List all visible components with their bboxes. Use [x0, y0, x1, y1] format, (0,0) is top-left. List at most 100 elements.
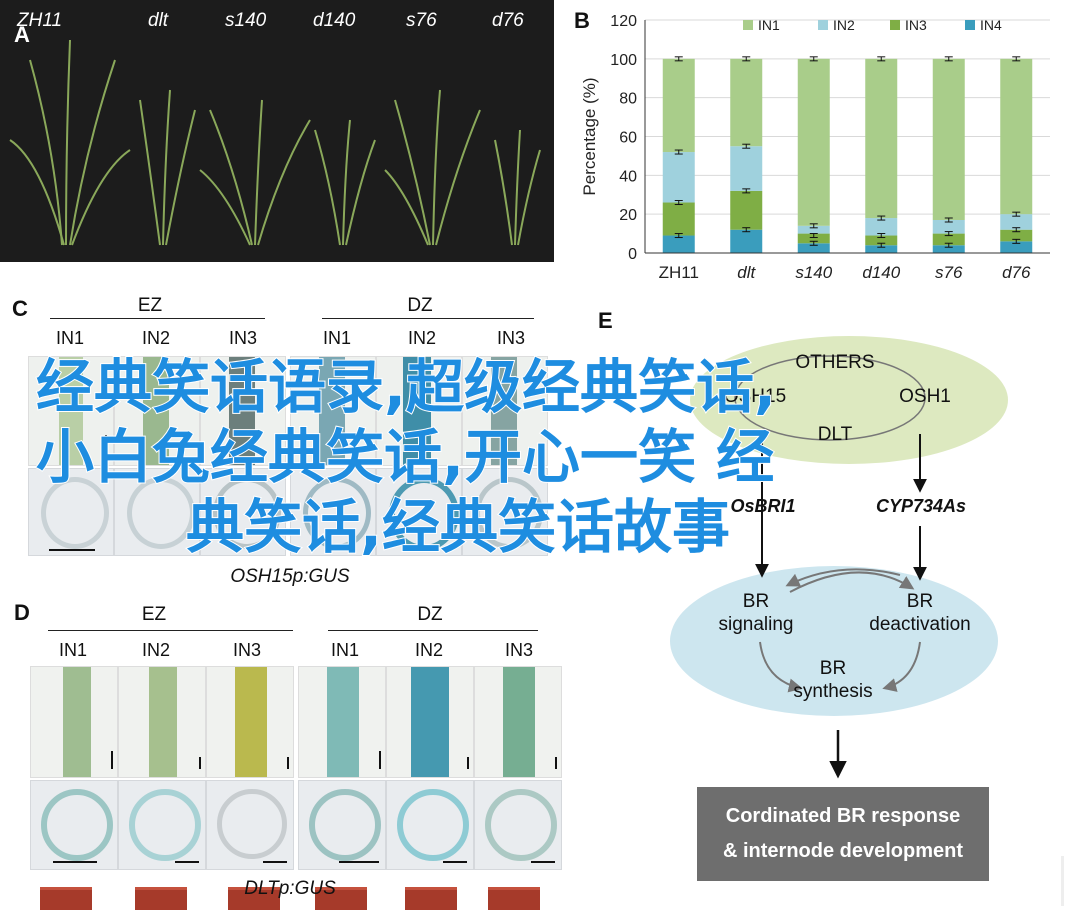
bar-segment — [730, 229, 763, 253]
group-line — [322, 318, 534, 319]
stem-image — [376, 356, 462, 466]
br-signaling-node: BR signaling — [696, 591, 816, 637]
panel-d-caption: DLTp:GUS — [244, 878, 336, 899]
bar-segment — [1000, 241, 1033, 253]
bar-segment — [932, 245, 965, 253]
stem-image — [386, 666, 474, 778]
internode-label: IN2 — [141, 640, 170, 660]
panel-letter-c: C — [12, 296, 28, 321]
genotype-label: d140 — [313, 10, 356, 31]
group-label-ez: EZ — [141, 604, 167, 625]
internode-label: IN2 — [407, 328, 436, 348]
cross-section-image — [30, 780, 118, 870]
bar-segment — [730, 146, 763, 191]
cross-section-image — [462, 468, 548, 556]
panel-c-caption: OSH15p:GUS — [230, 566, 350, 587]
x-tick-label: dlt — [737, 263, 756, 282]
bar-segment — [662, 152, 695, 203]
bar-segment — [797, 233, 830, 244]
group-line — [328, 630, 538, 631]
overlay-line: 小白兔经典笑话,开心一笑 经 — [35, 422, 775, 492]
x-tick-label: s140 — [795, 263, 832, 282]
osh1-label: OSH1 — [899, 386, 951, 407]
stem-image — [200, 356, 286, 466]
stem-image — [28, 356, 114, 466]
y-axis-label: Percentage (%) — [580, 77, 599, 195]
stem-image — [290, 356, 376, 466]
panel-letter-a: A — [14, 22, 30, 47]
cyp734as-label: CYP734As — [875, 496, 967, 516]
bar-segment — [662, 235, 695, 253]
internode-label: IN1 — [330, 640, 359, 660]
y-tick-label: 40 — [619, 168, 637, 185]
group-line — [50, 318, 265, 319]
panel-letter-e: E — [598, 308, 613, 333]
br-homeostasis-ellipse — [670, 566, 998, 716]
x-tick-label: d76 — [1002, 263, 1031, 282]
bar-segment — [662, 202, 695, 236]
internode-label: IN2 — [141, 328, 170, 348]
cross-section-image — [376, 468, 462, 556]
synthesis-label: synthesis — [793, 680, 873, 702]
deactivation-label: deactivation — [869, 613, 971, 635]
osbri1-label: OsBRI1 — [730, 496, 796, 516]
x-tick-label: d140 — [862, 263, 900, 282]
genotype-label: ZH11 — [17, 10, 63, 31]
osh15-label: OSH15 — [723, 386, 787, 407]
cross-section-image — [298, 780, 386, 870]
stem-image — [474, 666, 562, 778]
signaling-label: signaling — [718, 613, 794, 635]
internode-label: IN1 — [55, 328, 84, 348]
cross-section-image — [474, 780, 562, 870]
dlt-label: DLT — [817, 424, 853, 445]
legend-swatch — [743, 20, 753, 30]
response-line-1: Cordinated BR response — [725, 805, 961, 827]
br-label: BR — [742, 591, 770, 612]
legend-label: IN4 — [980, 17, 1002, 33]
others-label: OTHERS — [795, 352, 875, 373]
genotype-label: s140 — [225, 10, 267, 31]
bar-segment — [932, 58, 965, 220]
cross-section-image — [28, 468, 114, 556]
legend-label: IN3 — [905, 17, 927, 33]
bar-segment — [730, 190, 763, 230]
bar-segment — [1000, 214, 1033, 230]
y-tick-label: 60 — [619, 130, 637, 147]
br-label: BR — [819, 658, 847, 679]
stem-image — [206, 666, 294, 778]
rice-plants-illustration — [9, 39, 541, 246]
cross-section-image — [290, 468, 376, 556]
bar-segment — [1000, 58, 1033, 215]
internode-label: IN1 — [58, 640, 87, 660]
y-tick-label: 20 — [619, 207, 637, 224]
bar-segment — [865, 218, 898, 236]
stem-image — [118, 666, 206, 778]
legend-swatch — [965, 20, 975, 30]
internode-label: IN1 — [322, 328, 351, 348]
internode-label: IN2 — [414, 640, 443, 660]
panel-letter-d: D — [14, 600, 30, 625]
bar-segment — [797, 225, 830, 234]
bar-segment — [865, 245, 898, 253]
overlay-title: 经典笑话语录,超级经典笑话, 小白兔经典笑话,开心一笑 经 典笑话,经典笑话故事 — [35, 352, 956, 562]
response-line-2: & internode development — [722, 840, 964, 862]
bar-segment — [662, 58, 695, 153]
stem-image — [114, 356, 200, 466]
cross-section-image — [206, 780, 294, 870]
genotype-label: dlt — [148, 10, 169, 31]
legend-label: IN1 — [758, 17, 780, 33]
y-tick-label: 80 — [619, 91, 637, 108]
internode-label: IN3 — [504, 640, 533, 660]
br-label: BR — [906, 591, 934, 612]
stem-image — [30, 666, 118, 778]
bar-segment — [1000, 229, 1033, 242]
cross-section-image — [200, 468, 286, 556]
internode-label: IN3 — [232, 640, 261, 660]
stem-image — [298, 666, 386, 778]
genotype-label: d76 — [492, 10, 524, 31]
bar-segment — [932, 219, 965, 234]
panel-letter-b: B — [574, 8, 590, 33]
overlay-line: 典笑话,经典笑话故事 — [185, 492, 731, 562]
group-line — [48, 630, 293, 631]
